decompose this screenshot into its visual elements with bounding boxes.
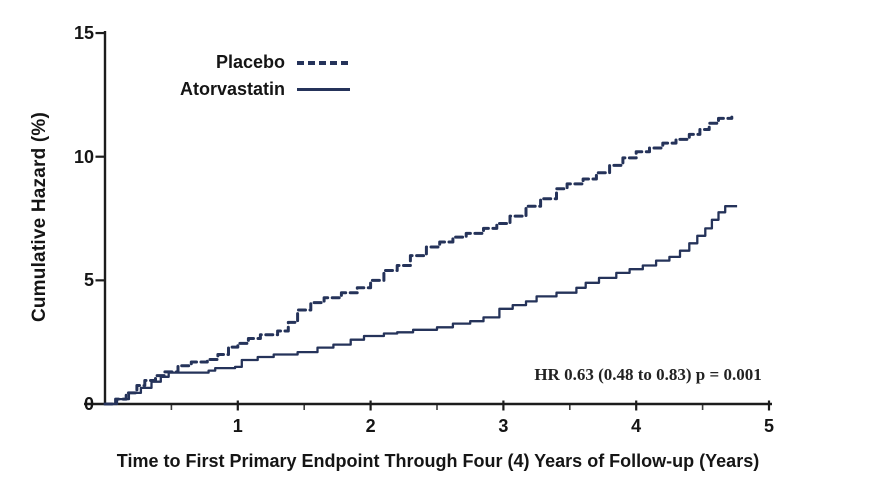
y-tick-label: 5 xyxy=(83,270,94,291)
curves xyxy=(103,115,738,406)
axes xyxy=(84,31,772,411)
y-tick-label: 10 xyxy=(73,146,94,167)
x-tick-label: 4 xyxy=(631,416,642,436)
y-tick-label: 15 xyxy=(73,23,94,44)
x-axis-title: Time to First Primary Endpoint Through F… xyxy=(116,451,760,471)
legend: Placebo Atorvastatin xyxy=(160,50,350,102)
series-curve-atorvastatin xyxy=(105,205,738,406)
solid-line-sample xyxy=(297,88,350,91)
legend-label-atorvastatin: Atorvastatin xyxy=(179,79,285,99)
x-tick-label: 5 xyxy=(763,416,774,436)
y-tick-label: 0 xyxy=(83,394,94,414)
legend-row-placebo: Placebo xyxy=(160,50,350,75)
legend-row-atorvastatin: Atorvastatin xyxy=(160,77,350,102)
x-tick-label: 2 xyxy=(365,416,376,436)
x-tick-label: 1 xyxy=(232,416,243,436)
legend-label-placebo: Placebo xyxy=(215,52,285,72)
series-curve-placebo xyxy=(103,115,734,406)
x-tick-label: 3 xyxy=(498,416,509,436)
hazard-ratio-annotation: HR 0.63 (0.48 to 0.83) p = 0.001 xyxy=(534,365,762,384)
dashed-line-sample xyxy=(297,60,350,65)
y-axis-title: Cumulative Hazard (%) xyxy=(29,111,50,323)
